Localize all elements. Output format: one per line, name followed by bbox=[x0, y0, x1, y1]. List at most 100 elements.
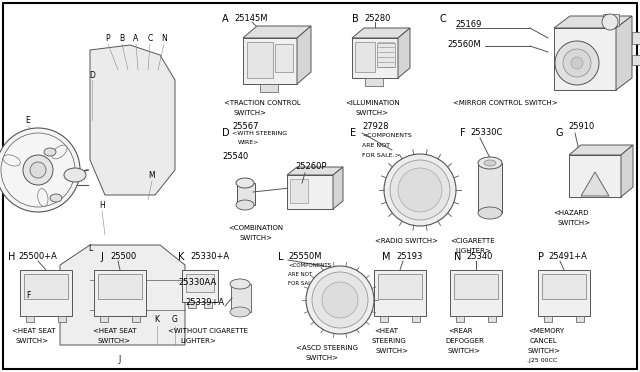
Bar bbox=[247, 42, 273, 78]
Text: F: F bbox=[26, 291, 30, 299]
Polygon shape bbox=[60, 245, 185, 345]
Ellipse shape bbox=[230, 307, 250, 317]
Bar bbox=[544, 316, 552, 322]
Text: <WITHOUT CIGARETTE: <WITHOUT CIGARETTE bbox=[168, 328, 248, 334]
Text: K: K bbox=[178, 252, 184, 262]
Text: N: N bbox=[161, 33, 167, 42]
Text: ARE NOT: ARE NOT bbox=[288, 272, 312, 277]
Text: M: M bbox=[148, 170, 156, 180]
Bar bbox=[374, 270, 426, 316]
Text: E: E bbox=[26, 115, 30, 125]
Circle shape bbox=[23, 155, 53, 185]
Text: J: J bbox=[100, 252, 103, 262]
Text: <HAZARD: <HAZARD bbox=[553, 210, 589, 216]
Text: D: D bbox=[89, 71, 95, 80]
Polygon shape bbox=[621, 145, 633, 197]
Text: WIRE>: WIRE> bbox=[238, 140, 259, 145]
Polygon shape bbox=[297, 26, 311, 84]
Bar bbox=[456, 316, 464, 322]
Bar bbox=[188, 302, 196, 308]
Text: <COMBINATION: <COMBINATION bbox=[228, 225, 283, 231]
Text: <COMPONENTS: <COMPONENTS bbox=[362, 133, 412, 138]
Text: DEFOGGER: DEFOGGER bbox=[445, 338, 484, 344]
Ellipse shape bbox=[52, 145, 67, 159]
Text: <REAR: <REAR bbox=[448, 328, 472, 334]
Polygon shape bbox=[554, 16, 632, 28]
Text: FOR SALE.>: FOR SALE.> bbox=[362, 153, 400, 158]
Bar bbox=[260, 84, 278, 92]
Text: 25500+A: 25500+A bbox=[18, 252, 57, 261]
Text: <ASCD STEERING: <ASCD STEERING bbox=[296, 345, 358, 351]
Circle shape bbox=[30, 162, 46, 178]
Circle shape bbox=[322, 282, 358, 318]
Bar bbox=[275, 44, 293, 72]
Text: 25491+A: 25491+A bbox=[548, 252, 587, 261]
Ellipse shape bbox=[236, 178, 254, 188]
Ellipse shape bbox=[236, 200, 254, 210]
Text: <RADIO SWITCH>: <RADIO SWITCH> bbox=[375, 238, 438, 244]
Text: SWITCH>: SWITCH> bbox=[355, 110, 388, 116]
Text: D: D bbox=[222, 128, 230, 138]
Text: 25567: 25567 bbox=[232, 122, 259, 131]
Bar bbox=[186, 274, 214, 292]
Text: 25145M: 25145M bbox=[234, 14, 268, 23]
Bar bbox=[287, 175, 333, 209]
Circle shape bbox=[384, 154, 456, 226]
Text: <WITH STEERING: <WITH STEERING bbox=[232, 131, 287, 136]
Bar bbox=[569, 155, 621, 197]
Text: 25339+A: 25339+A bbox=[185, 298, 224, 307]
Text: SWITCH>: SWITCH> bbox=[16, 338, 49, 344]
Circle shape bbox=[1, 133, 75, 207]
Text: C: C bbox=[440, 14, 447, 24]
Bar bbox=[24, 274, 68, 299]
Bar bbox=[378, 274, 422, 299]
Text: <HEAT: <HEAT bbox=[374, 328, 398, 334]
Text: 25280: 25280 bbox=[364, 14, 390, 23]
Text: 25550M: 25550M bbox=[288, 252, 321, 261]
Bar bbox=[243, 38, 297, 84]
Text: 25330+A: 25330+A bbox=[190, 252, 229, 261]
Bar bbox=[355, 42, 375, 72]
Text: SWITCH>: SWITCH> bbox=[527, 348, 560, 354]
Ellipse shape bbox=[64, 168, 86, 182]
Text: G: G bbox=[556, 128, 563, 138]
Bar bbox=[204, 302, 212, 308]
Text: STEERING: STEERING bbox=[372, 338, 407, 344]
Text: 25193: 25193 bbox=[396, 252, 422, 261]
Bar bbox=[542, 274, 586, 299]
Bar bbox=[352, 38, 398, 78]
Circle shape bbox=[563, 49, 591, 77]
Text: FOR SALE.>: FOR SALE.> bbox=[288, 281, 321, 286]
Text: B: B bbox=[352, 14, 359, 24]
Text: 27928: 27928 bbox=[362, 122, 388, 131]
Ellipse shape bbox=[38, 189, 48, 206]
Text: <MIRROR CONTROL SWITCH>: <MIRROR CONTROL SWITCH> bbox=[453, 100, 557, 106]
Text: <CIGARETTE: <CIGARETTE bbox=[450, 238, 495, 244]
Text: 25330AA: 25330AA bbox=[178, 278, 216, 287]
Bar bbox=[412, 316, 420, 322]
Bar bbox=[237, 183, 255, 205]
Text: <MEMORY: <MEMORY bbox=[528, 328, 564, 334]
Bar bbox=[478, 163, 502, 213]
Text: SWITCH>: SWITCH> bbox=[234, 110, 267, 116]
Ellipse shape bbox=[478, 157, 502, 169]
Text: H: H bbox=[99, 201, 105, 209]
Text: H: H bbox=[8, 252, 15, 262]
Text: !: ! bbox=[593, 182, 596, 191]
Bar bbox=[377, 43, 395, 67]
Text: L: L bbox=[88, 244, 92, 253]
Text: G: G bbox=[172, 315, 178, 324]
Ellipse shape bbox=[3, 155, 20, 166]
Text: <HEAT SEAT: <HEAT SEAT bbox=[93, 328, 136, 334]
Text: LIGHTER>: LIGHTER> bbox=[180, 338, 216, 344]
Polygon shape bbox=[398, 28, 410, 78]
Polygon shape bbox=[243, 26, 311, 38]
Text: ARE NOT: ARE NOT bbox=[362, 143, 390, 148]
Bar bbox=[454, 274, 498, 299]
Text: P: P bbox=[106, 33, 110, 42]
Circle shape bbox=[555, 41, 599, 85]
Text: SWITCH>: SWITCH> bbox=[447, 348, 480, 354]
Text: <TRACTION CONTROL: <TRACTION CONTROL bbox=[224, 100, 301, 106]
Text: <HEAT SEAT: <HEAT SEAT bbox=[12, 328, 56, 334]
Bar bbox=[632, 55, 640, 65]
